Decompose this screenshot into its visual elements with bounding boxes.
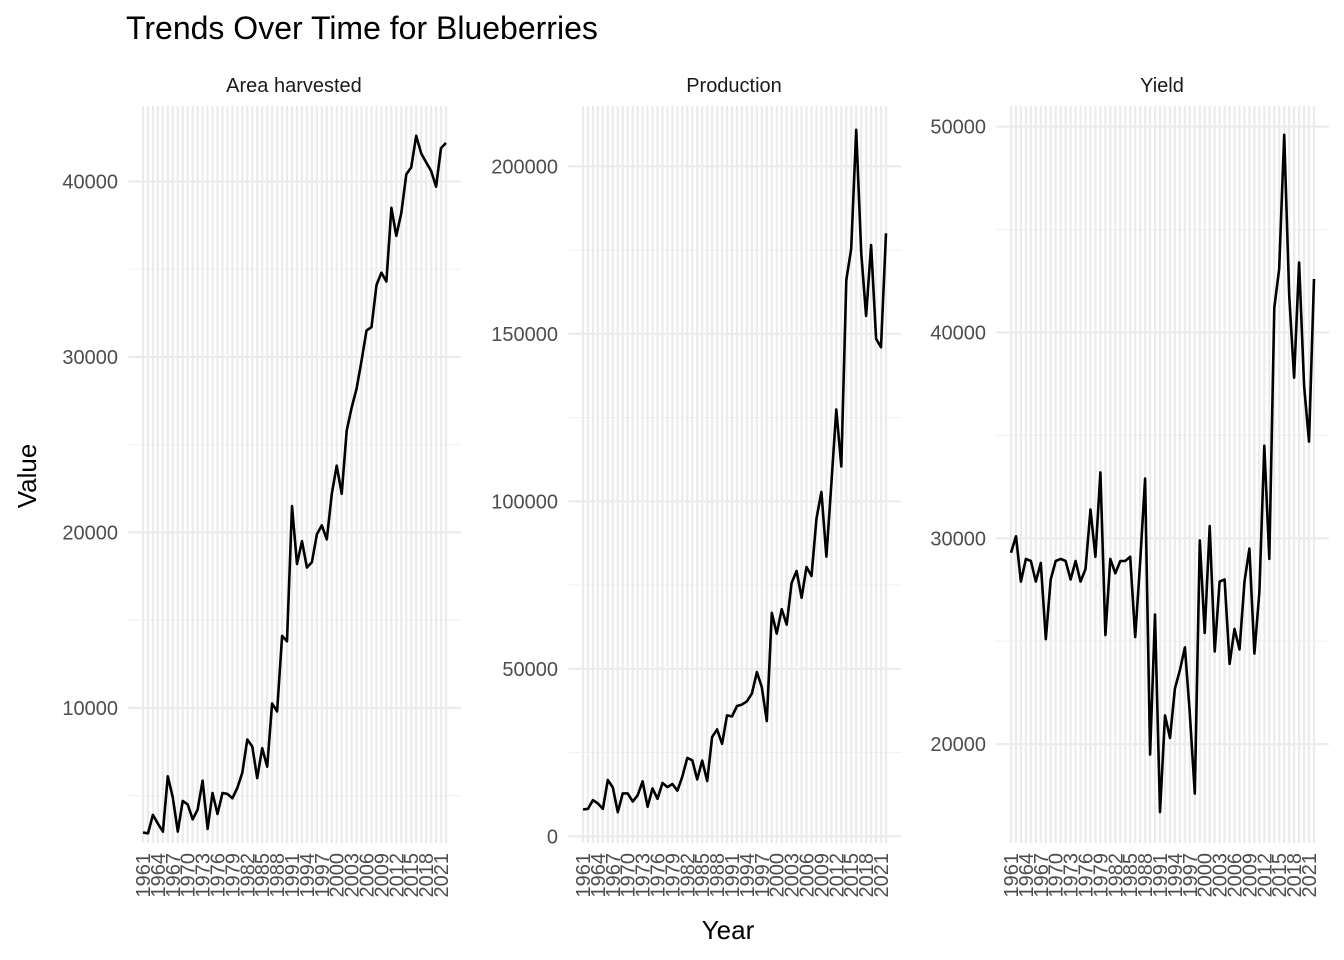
x-tick-label: 1970 bbox=[618, 853, 640, 898]
y-tick-label: 50000 bbox=[502, 659, 558, 681]
panel-yield: Yield 2000030000400005000019611964196719… bbox=[930, 75, 1329, 898]
x-tick-label: 2021 bbox=[871, 853, 893, 898]
x-tick-label: 1970 bbox=[1046, 853, 1068, 898]
x-tick-label: 2006 bbox=[357, 853, 379, 898]
x-tick-label: 2018 bbox=[1284, 853, 1306, 898]
x-tick-label: 1961 bbox=[1001, 853, 1023, 898]
panel-title-production: Production bbox=[686, 75, 782, 97]
x-tick-label: 1994 bbox=[297, 853, 319, 898]
x-tick-label: 1997 bbox=[1180, 853, 1202, 898]
x-tick-label: 1967 bbox=[603, 853, 625, 898]
series-line-yield bbox=[1009, 133, 1316, 814]
x-tick-label: 2012 bbox=[386, 853, 408, 898]
x-tick-label: 1970 bbox=[178, 853, 200, 898]
x-tick-label: 1985 bbox=[692, 853, 714, 898]
y-tick-label: 40000 bbox=[62, 171, 118, 193]
x-tick-label: 1985 bbox=[252, 853, 274, 898]
x-tick-label: 2003 bbox=[342, 853, 364, 898]
x-tick-label: 1982 bbox=[1105, 853, 1127, 898]
y-tick-label: 30000 bbox=[62, 347, 118, 369]
grid-area-harvested bbox=[128, 106, 461, 843]
x-tick-label: 2000 bbox=[1195, 853, 1217, 898]
x-tick-label: 2009 bbox=[371, 853, 393, 898]
x-tick-label: 1976 bbox=[1076, 853, 1098, 898]
y-tick-label: 0 bbox=[547, 826, 558, 848]
chart-title: Trends Over Time for Blueberries bbox=[126, 10, 598, 46]
x-tick-label: 2021 bbox=[1299, 853, 1321, 898]
x-tick-label: 2012 bbox=[1254, 853, 1276, 898]
x-tick-label: 1979 bbox=[222, 853, 244, 898]
x-tick-label: 1961 bbox=[133, 853, 155, 898]
x-tick-label: 1973 bbox=[1061, 853, 1083, 898]
x-tick-label: 2021 bbox=[431, 853, 453, 898]
y-tick-label: 20000 bbox=[930, 734, 986, 756]
x-tick-label: 2015 bbox=[401, 853, 423, 898]
series-line-area-harvested bbox=[142, 134, 447, 835]
x-tick-label: 1979 bbox=[662, 853, 684, 898]
x-tick-label: 1976 bbox=[648, 853, 670, 898]
x-axis-title: Year bbox=[702, 915, 755, 945]
x-tick-label: 1997 bbox=[312, 853, 334, 898]
panel-title-area-harvested: Area harvested bbox=[226, 75, 362, 97]
x-tick-label: 1997 bbox=[752, 853, 774, 898]
x-tick-label: 2015 bbox=[1269, 853, 1291, 898]
x-tick-label: 1985 bbox=[1120, 853, 1142, 898]
x-tick-label: 1979 bbox=[1090, 853, 1112, 898]
x-tick-label: 1994 bbox=[1165, 853, 1187, 898]
x-tick-label: 1973 bbox=[633, 853, 655, 898]
x-tick-label: 1967 bbox=[163, 853, 185, 898]
series-line-production bbox=[582, 128, 888, 814]
y-tick-label: 100000 bbox=[491, 491, 558, 513]
y-tick-label: 30000 bbox=[930, 528, 986, 550]
x-tick-label: 2018 bbox=[856, 853, 878, 898]
panel-title-yield: Yield bbox=[1140, 75, 1184, 97]
panel-area-harvested: Area harvested 1000020000300004000019611… bbox=[62, 75, 461, 898]
x-tick-label: 2000 bbox=[767, 853, 789, 898]
x-tick-label: 1991 bbox=[282, 853, 304, 898]
y-tick-label: 200000 bbox=[491, 156, 558, 178]
y-tick-label: 50000 bbox=[930, 117, 986, 139]
x-tick-label: 1964 bbox=[1016, 853, 1038, 898]
y-tick-label: 40000 bbox=[930, 322, 986, 344]
x-tick-label: 2009 bbox=[811, 853, 833, 898]
x-tick-label: 1991 bbox=[1150, 853, 1172, 898]
x-tick-label: 1964 bbox=[588, 853, 610, 898]
x-tick-label: 1988 bbox=[267, 853, 289, 898]
x-tick-label: 1988 bbox=[707, 853, 729, 898]
x-tick-label: 1976 bbox=[208, 853, 230, 898]
grid-production bbox=[568, 106, 901, 843]
x-tick-label: 1982 bbox=[237, 853, 259, 898]
x-tick-label: 2009 bbox=[1239, 853, 1261, 898]
x-tick-label: 2006 bbox=[797, 853, 819, 898]
x-tick-label: 2003 bbox=[782, 853, 804, 898]
y-tick-label: 10000 bbox=[62, 698, 118, 720]
x-tick-label: 1994 bbox=[737, 853, 759, 898]
y-tick-label: 20000 bbox=[62, 522, 118, 544]
y-axis-title: Value bbox=[12, 444, 42, 509]
y-tick-label: 150000 bbox=[491, 324, 558, 346]
x-tick-label: 1982 bbox=[677, 853, 699, 898]
x-tick-label: 2012 bbox=[826, 853, 848, 898]
x-tick-label: 1973 bbox=[193, 853, 215, 898]
x-tick-label: 1988 bbox=[1135, 853, 1157, 898]
x-tick-label: 1967 bbox=[1031, 853, 1053, 898]
panel-production: Production 05000010000015000020000019611… bbox=[491, 75, 901, 898]
x-tick-label: 2003 bbox=[1210, 853, 1232, 898]
x-tick-label: 1991 bbox=[722, 853, 744, 898]
x-tick-label: 1964 bbox=[148, 853, 170, 898]
grid-yield bbox=[996, 106, 1329, 843]
x-tick-label: 2018 bbox=[416, 853, 438, 898]
x-tick-label: 2006 bbox=[1225, 853, 1247, 898]
x-tick-label: 2015 bbox=[841, 853, 863, 898]
x-tick-label: 1961 bbox=[573, 853, 595, 898]
x-tick-label: 2000 bbox=[327, 853, 349, 898]
